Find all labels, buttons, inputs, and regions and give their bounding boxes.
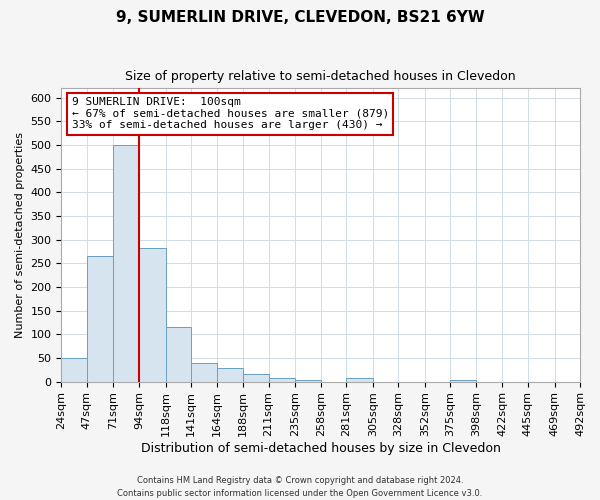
Text: Contains HM Land Registry data © Crown copyright and database right 2024.
Contai: Contains HM Land Registry data © Crown c… — [118, 476, 482, 498]
Bar — [191, 362, 217, 382]
X-axis label: Distribution of semi-detached houses by size in Clevedon: Distribution of semi-detached houses by … — [141, 442, 500, 455]
Bar — [243, 374, 269, 382]
Bar — [346, 378, 373, 382]
Y-axis label: Number of semi-detached properties: Number of semi-detached properties — [15, 132, 25, 338]
Bar — [269, 378, 295, 382]
Bar — [166, 327, 191, 382]
Bar — [139, 248, 166, 382]
Bar — [113, 145, 139, 382]
Bar — [295, 380, 321, 382]
Bar — [580, 380, 600, 382]
Bar — [61, 358, 87, 382]
Text: 9 SUMERLIN DRIVE:  100sqm
← 67% of semi-detached houses are smaller (879)
33% of: 9 SUMERLIN DRIVE: 100sqm ← 67% of semi-d… — [72, 97, 389, 130]
Title: Size of property relative to semi-detached houses in Clevedon: Size of property relative to semi-detach… — [125, 70, 516, 83]
Text: 9, SUMERLIN DRIVE, CLEVEDON, BS21 6YW: 9, SUMERLIN DRIVE, CLEVEDON, BS21 6YW — [116, 10, 484, 25]
Bar — [451, 380, 476, 382]
Bar — [87, 256, 113, 382]
Bar — [217, 368, 243, 382]
